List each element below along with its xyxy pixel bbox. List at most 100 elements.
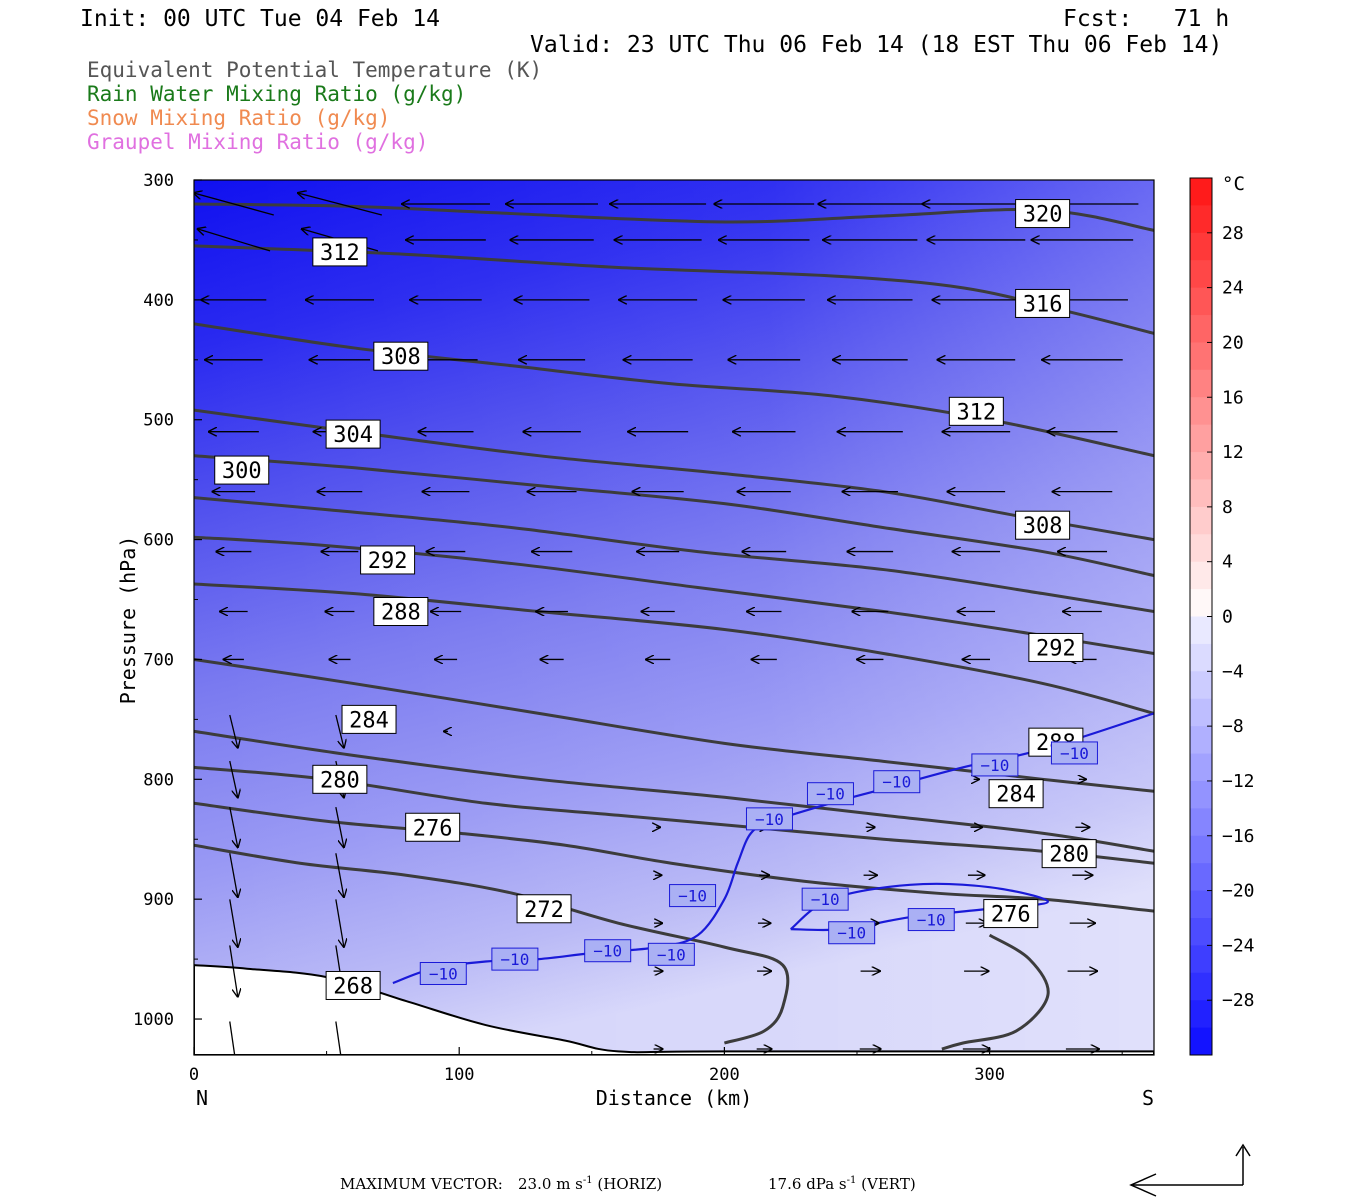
legend-rain-water: Rain Water Mixing Ratio (g/kg) — [87, 82, 467, 106]
wind-vector — [194, 193, 274, 216]
theta-e-label: 308 — [1023, 514, 1063, 539]
colorbar-tick-label: −28 — [1222, 990, 1255, 1011]
x-tick-label: 200 — [709, 1065, 740, 1085]
theta-e-label: 284 — [349, 708, 389, 733]
isotherm-label-box — [419, 961, 467, 985]
wind-vector — [335, 1021, 342, 1055]
colorbar-segment — [1190, 287, 1212, 316]
theta-e-label: 292 — [1036, 636, 1076, 661]
colorbar-tick-label: 28 — [1222, 223, 1244, 244]
colorbar-unit: °C — [1222, 173, 1245, 195]
theta-e-label-box — [405, 812, 461, 842]
theta-e-contour-300 — [194, 496, 1154, 613]
theta-e-label-box — [516, 894, 572, 924]
valid-time: Valid: 23 UTC Thu 06 Feb 14 (18 EST Thu … — [530, 32, 1223, 58]
isotherm-label: −10 — [980, 756, 1009, 775]
colorbar-segment — [1190, 726, 1212, 755]
theta-e-contour-288 — [194, 657, 1154, 793]
theta-e-label-box — [1015, 510, 1071, 540]
colorbar-segment — [1190, 780, 1212, 809]
theta-e-label: 268 — [333, 974, 373, 999]
theta-e-label-box — [373, 341, 429, 371]
theta-e-label-box — [360, 545, 416, 575]
isotherm-label: −10 — [1060, 744, 1089, 763]
colorbar-segment — [1190, 863, 1212, 892]
colorbar-tick-label: −20 — [1222, 881, 1255, 902]
colorbar-segment — [1190, 479, 1212, 508]
theta-e-contour-284 — [194, 729, 1154, 853]
colorbar-segment — [1190, 561, 1212, 590]
theta-e-label: 300 — [222, 459, 262, 484]
theta-e-label-box — [325, 970, 381, 1000]
y-tick-label: 300 — [143, 171, 174, 191]
x-tick-label: 0 — [189, 1065, 199, 1085]
colorbar-segment — [1190, 260, 1212, 289]
y-tick-label: 600 — [143, 531, 174, 551]
theta-e-label: 288 — [381, 601, 421, 626]
colorbar-tick-label: 0 — [1222, 607, 1233, 628]
theta-e-label-box — [1015, 199, 1071, 229]
colorbar-segment — [1190, 753, 1212, 782]
theta-e-label: 316 — [1023, 292, 1063, 317]
colorbar-segment — [1190, 972, 1212, 1001]
legend-theta-e: Equivalent Potential Temperature (K) — [87, 58, 543, 82]
theta-e-label: 280 — [320, 768, 360, 793]
theta-e-label: 308 — [381, 345, 421, 370]
theta-e-label-box — [312, 764, 368, 794]
wind-vector — [298, 193, 383, 216]
colorbar-segment — [1190, 232, 1212, 261]
isotherm-label-box — [669, 884, 717, 908]
colorbar-segment — [1190, 506, 1212, 535]
theta-e-label-box — [325, 419, 381, 449]
isotherm-label-box — [584, 939, 632, 963]
isotherm-label-box — [873, 770, 921, 794]
isotherm-label-box — [647, 942, 695, 966]
theta-e-label: 312 — [320, 241, 360, 266]
theta-e-label-box — [373, 597, 429, 627]
colorbar-segment — [1190, 1000, 1212, 1029]
wind-vector — [229, 853, 238, 897]
terrain — [194, 964, 1154, 1055]
colorbar-tick-label: −12 — [1222, 771, 1255, 792]
theta-e-label: 320 — [1023, 203, 1063, 228]
theta-e-label-box — [214, 455, 270, 485]
max-vector-label: MAXIMUM VECTOR: — [340, 1175, 503, 1193]
theta-e-label-box — [341, 704, 397, 734]
colorbar-segment — [1190, 589, 1212, 617]
y-tick-label: 900 — [143, 890, 174, 910]
x-tick-label: 100 — [444, 1065, 475, 1085]
wind-vector — [229, 760, 238, 797]
isotherm-label: −10 — [837, 924, 866, 943]
y-axis-label: Pressure (hPa) — [116, 536, 140, 705]
max-vector-horiz: 23.0 m s-1 (HORIZ) — [518, 1175, 663, 1193]
wind-vector — [229, 714, 238, 748]
theta-e-label: 280 — [1049, 843, 1089, 868]
isotherm-label-box — [491, 947, 539, 971]
colorbar-segment — [1190, 945, 1212, 974]
isotherm-label: −10 — [593, 942, 622, 961]
theta-e-label-box — [312, 237, 368, 267]
colorbar-segment — [1190, 671, 1212, 700]
x-axis-label: Distance (km) — [596, 1086, 753, 1110]
theta-e-label: 312 — [956, 400, 996, 425]
theta-e-label-box — [983, 899, 1039, 929]
forecast-hour: Fcst: 71 h — [1063, 6, 1230, 32]
isotherm-label-box — [828, 921, 876, 945]
colorbar-segment — [1190, 178, 1212, 206]
theta-e-label-box — [988, 779, 1044, 809]
colorbar-segment — [1190, 342, 1212, 371]
isotherm-label-box — [801, 887, 849, 911]
colorbar-segment — [1190, 917, 1212, 946]
left-endpoint-label: N — [196, 1086, 208, 1110]
wind-vector — [198, 229, 271, 252]
legend-graupel: Graupel Mixing Ratio (g/kg) — [87, 130, 429, 154]
theta-e-label: 292 — [368, 549, 408, 574]
isotherm-label: −10 — [755, 810, 784, 829]
colorbar-tick-label: 24 — [1222, 278, 1244, 299]
theta-e-contour-292 — [194, 582, 1154, 715]
colorbar-tick-label: 12 — [1222, 442, 1244, 463]
theta-e-label-box — [1028, 632, 1084, 662]
isotherm-label: −10 — [500, 950, 529, 969]
isotherm-label: −10 — [678, 887, 707, 906]
